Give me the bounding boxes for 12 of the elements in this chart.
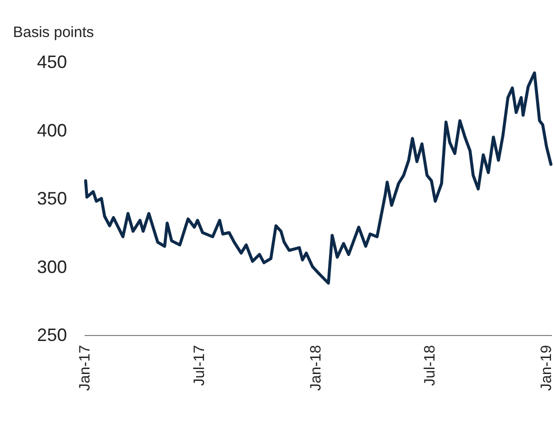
x-tick-label: Jan-18 [307,345,324,391]
y-tick-label: 450 [36,52,67,72]
line-series [84,71,552,285]
y-tick-label: 250 [36,325,67,345]
y-tick-label: 400 [36,120,67,140]
y-tick-label: 350 [36,188,67,208]
x-tick-label: Jul-17 [190,345,208,386]
x-tick-label: Jul-18 [422,345,439,386]
x-tick-label: Jan-19 [538,345,554,391]
y-tick-label: 300 [36,256,67,277]
y-axis-title: Basis points [13,24,94,41]
x-tick-label: Jan-17 [76,345,94,391]
